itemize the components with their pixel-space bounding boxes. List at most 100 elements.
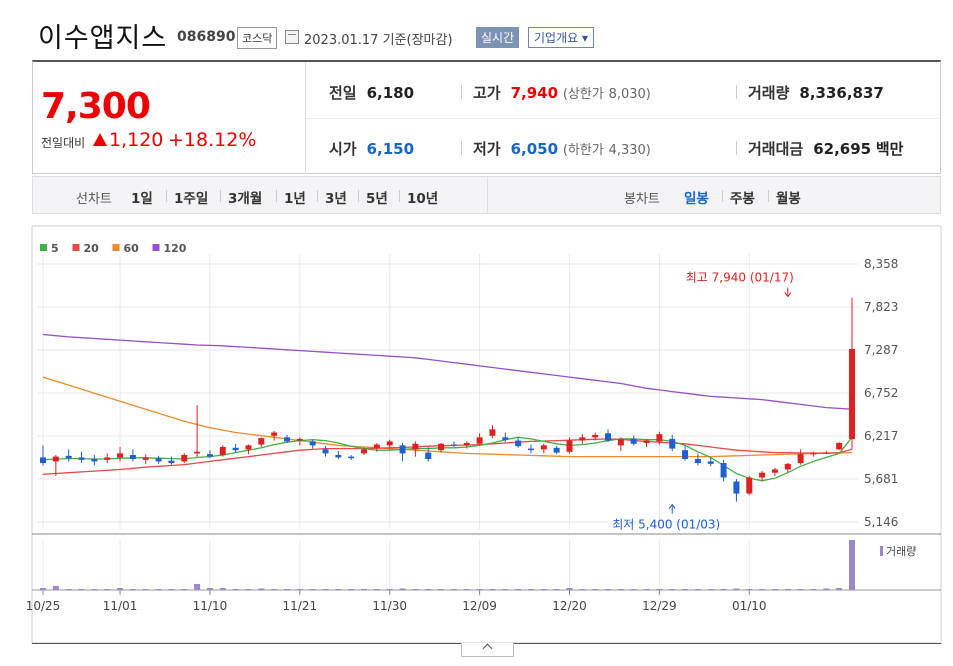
separator	[768, 190, 769, 202]
period-1d[interactable]: 1일	[131, 191, 153, 207]
volume-bar	[656, 589, 663, 590]
change-value: 1,120	[93, 129, 163, 151]
candle-monthly[interactable]: 월봉	[776, 191, 801, 207]
candle-body	[630, 438, 637, 444]
candle-daily[interactable]: 일봉	[684, 191, 709, 207]
ma120-line	[42, 333, 853, 410]
volume-bar	[438, 589, 445, 590]
volume-bar	[733, 588, 740, 590]
period-5y[interactable]: 5년	[366, 191, 388, 207]
legend-swatch	[112, 244, 120, 251]
candle-body	[309, 441, 316, 446]
candle-body	[129, 455, 136, 460]
candle-weekly[interactable]: 주봉	[730, 191, 755, 207]
x-tick-label: 11/21	[283, 599, 318, 613]
candle-body	[617, 438, 624, 446]
realtime-button[interactable]: 실시간	[476, 27, 520, 48]
candle-body	[117, 453, 124, 458]
candle-body	[566, 440, 573, 452]
separator	[317, 190, 318, 202]
volume-bar	[771, 589, 778, 590]
candle-body	[373, 444, 380, 448]
volume-bar	[322, 589, 329, 590]
period-1w[interactable]: 1주일	[174, 191, 209, 207]
volume-bar	[605, 589, 612, 590]
volume-bar	[361, 589, 368, 590]
change-percent: +18.12%	[168, 129, 257, 151]
change-label: 전일대비	[41, 136, 86, 150]
toolbar-divider	[487, 177, 488, 213]
candle-body	[399, 445, 406, 454]
row-divider	[306, 118, 940, 119]
candle-body	[759, 472, 766, 478]
volume: 거래량 8,336,837	[748, 84, 884, 102]
volume-bar	[412, 589, 419, 590]
candle-body	[502, 437, 509, 440]
y-tick-label: 8,358	[864, 257, 898, 271]
separator	[736, 85, 737, 99]
volume-bar	[540, 589, 547, 590]
volume-bar	[553, 589, 560, 590]
up-triangle-icon	[93, 133, 107, 146]
volume-bar	[104, 589, 111, 590]
volume-bar	[52, 586, 59, 590]
volume-bar	[78, 589, 85, 590]
collapse-button[interactable]	[461, 643, 514, 657]
current-price: 7,300	[41, 86, 151, 127]
volume-bar	[40, 588, 46, 590]
candle-body	[168, 460, 175, 464]
quote-date: 2023.01.17 기준(장마감)	[304, 33, 453, 48]
volume-bar	[386, 589, 393, 590]
candle-body	[206, 454, 213, 457]
candle-body	[361, 449, 368, 454]
volume-bar	[797, 589, 804, 590]
candle-body	[592, 434, 599, 438]
candle-body	[438, 443, 445, 451]
volume-bar	[527, 589, 534, 590]
company-name: 이수앱지스	[38, 23, 168, 54]
candle-body	[540, 445, 547, 450]
candle-body	[104, 457, 111, 460]
price-box: 7,300 전일대비 1,120 +18.12%	[33, 62, 306, 174]
volume-bar	[65, 589, 72, 590]
volume-bar	[784, 589, 791, 590]
calendar-icon	[285, 30, 299, 44]
candle-body	[849, 348, 855, 439]
candle-body	[527, 448, 534, 451]
separator	[736, 141, 737, 155]
legend-label: 5	[51, 242, 59, 255]
separator	[220, 190, 221, 202]
chevron-down-icon: ▾	[582, 31, 589, 45]
volume-bar	[669, 589, 676, 590]
candle-body	[271, 432, 278, 436]
chart-toolbar: 선차트 1일 1주일 3개월 1년 3년 5년 10년 봉차트 일봉 주봉 월봉	[32, 176, 941, 214]
candle-body	[669, 438, 676, 449]
period-10y[interactable]: 10년	[407, 191, 439, 207]
candle-body	[836, 442, 843, 450]
volume-bar	[258, 588, 265, 590]
legend-swatch	[152, 244, 160, 251]
period-1y[interactable]: 1년	[284, 191, 306, 207]
volume-bar	[515, 589, 522, 590]
period-3m[interactable]: 3개월	[228, 191, 263, 207]
candle-body	[707, 461, 714, 464]
candle-body	[463, 442, 470, 446]
candle-body	[771, 469, 778, 473]
volume-bar	[643, 589, 650, 590]
volume-bar	[450, 589, 457, 590]
candle-body	[476, 437, 483, 444]
volume-bar	[694, 589, 701, 590]
volume-bar	[566, 588, 573, 590]
period-3y[interactable]: 3년	[325, 191, 347, 207]
volume-bar	[194, 584, 201, 590]
min-annotation: 최저 5,400 (01/03)	[612, 518, 720, 532]
company-info-button[interactable]: 기업개요 ▾	[528, 27, 595, 48]
volume-bar	[232, 589, 239, 590]
candle-body	[322, 449, 329, 454]
legend-swatch	[40, 244, 47, 251]
volume-bar	[129, 589, 136, 590]
candle-body	[155, 458, 162, 462]
volume-bar	[245, 589, 252, 590]
candle-body	[797, 454, 804, 464]
